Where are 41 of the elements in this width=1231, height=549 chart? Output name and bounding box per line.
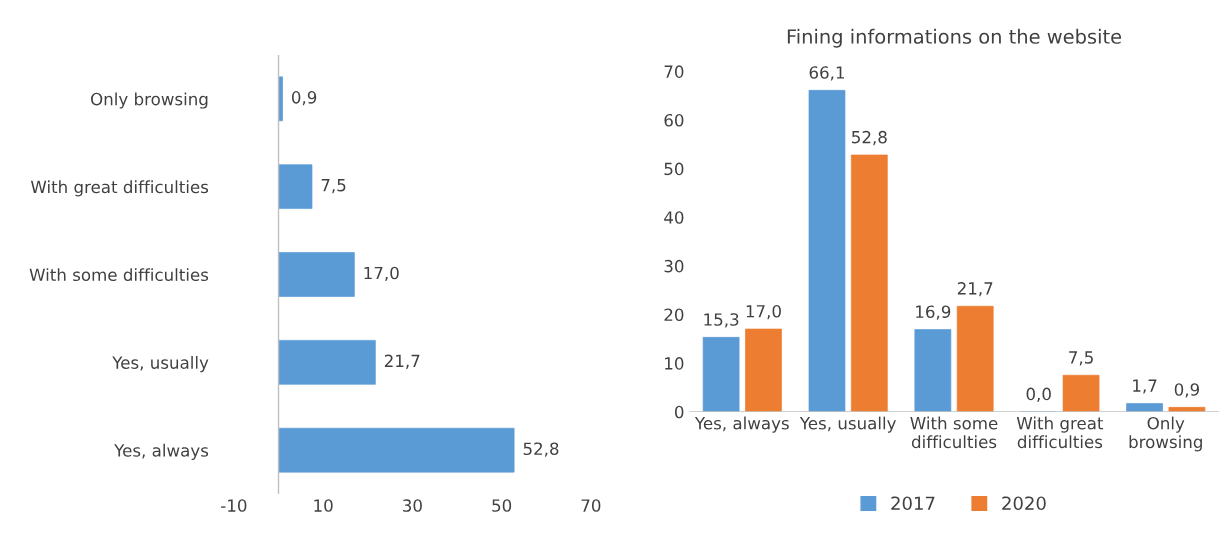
x-tick-label: 10 xyxy=(314,499,333,512)
data-label: 17,0 xyxy=(746,304,781,320)
data-label: 52,8 xyxy=(852,130,887,146)
data-label: 52,8 xyxy=(523,442,559,457)
x-tick-label: With great difficulties xyxy=(1016,416,1104,449)
x-tick-label: Yes, always xyxy=(694,416,789,433)
y-tick-label: 30 xyxy=(664,259,684,273)
data-label: 17,0 xyxy=(364,266,399,282)
y-tick-label: 40 xyxy=(664,211,684,224)
data-label: 7,5 xyxy=(1069,351,1093,366)
y-tick-label: With some difficulties xyxy=(29,268,209,282)
y-tick-label: 70 xyxy=(664,65,684,78)
x-tick-label: 70 xyxy=(581,499,601,512)
data-label: 0,9 xyxy=(1174,383,1200,398)
data-label: 16,9 xyxy=(916,305,951,320)
y-tick-label: 20 xyxy=(664,308,684,322)
legend-label: 2020 xyxy=(1002,496,1046,511)
x-tick-label: -10 xyxy=(221,499,247,512)
x-tick-label: 50 xyxy=(492,499,512,512)
data-label: 15,3 xyxy=(704,313,739,328)
y-tick-label: Only browsing xyxy=(91,92,208,109)
data-label: 1,7 xyxy=(1133,379,1157,394)
data-label: 21,7 xyxy=(384,354,420,369)
y-tick-label: Yes, usually xyxy=(112,356,209,373)
data-label: 66,1 xyxy=(809,66,844,81)
y-tick-label: 10 xyxy=(665,357,684,370)
data-label: 0,9 xyxy=(291,91,317,106)
y-tick-label: Yes, always xyxy=(114,443,209,460)
x-tick-label: Yes, usually xyxy=(799,416,896,433)
data-label: 21,7 xyxy=(957,282,993,297)
data-label: 0,0 xyxy=(1026,387,1051,402)
y-tick-label: 0 xyxy=(674,405,684,419)
y-tick-label: With great difficulties xyxy=(30,180,209,197)
data-label: 7,5 xyxy=(321,179,346,194)
legend-label: 2017 xyxy=(891,496,935,511)
x-tick-label: With some difficulties xyxy=(910,416,998,449)
chart-title: Fining informations on the website xyxy=(787,28,1122,48)
x-tick-label: Only browsing xyxy=(1129,416,1202,452)
y-tick-label: 60 xyxy=(664,113,684,127)
y-tick-label: 50 xyxy=(664,162,684,176)
x-tick-label: 30 xyxy=(403,499,422,512)
